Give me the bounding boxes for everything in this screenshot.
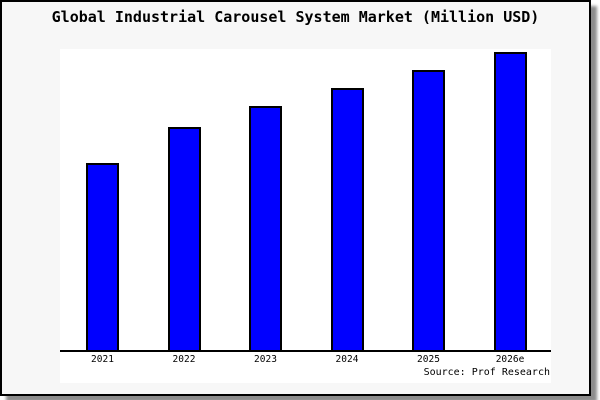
- x-tick-label-2021: 2021: [91, 354, 114, 365]
- bar-2024: [330, 88, 364, 352]
- x-tick-label-2026e: 2026e: [495, 354, 525, 365]
- bar-2022: [167, 127, 201, 352]
- chart-title: Global Industrial Carousel System Market…: [51, 8, 540, 26]
- x-tick-label-2023: 2023: [254, 354, 277, 365]
- bar-2025: [412, 70, 445, 352]
- bar-2026e: [493, 52, 527, 352]
- plot-area: Source: Prof Research 2021 2022 2023 2024 20…: [60, 49, 551, 383]
- bar-2021: [86, 163, 119, 352]
- chart-frame: Global Industrial Carousel System Market…: [0, 0, 591, 396]
- x-axis-line: [60, 350, 551, 352]
- x-tick-label-2025: 2025: [417, 354, 440, 365]
- x-tick-label-2022: 2022: [172, 354, 196, 365]
- source-credit: Source: Prof Research: [423, 367, 550, 378]
- x-tick-label-2024: 2024: [335, 354, 359, 365]
- bar-2023: [249, 106, 282, 352]
